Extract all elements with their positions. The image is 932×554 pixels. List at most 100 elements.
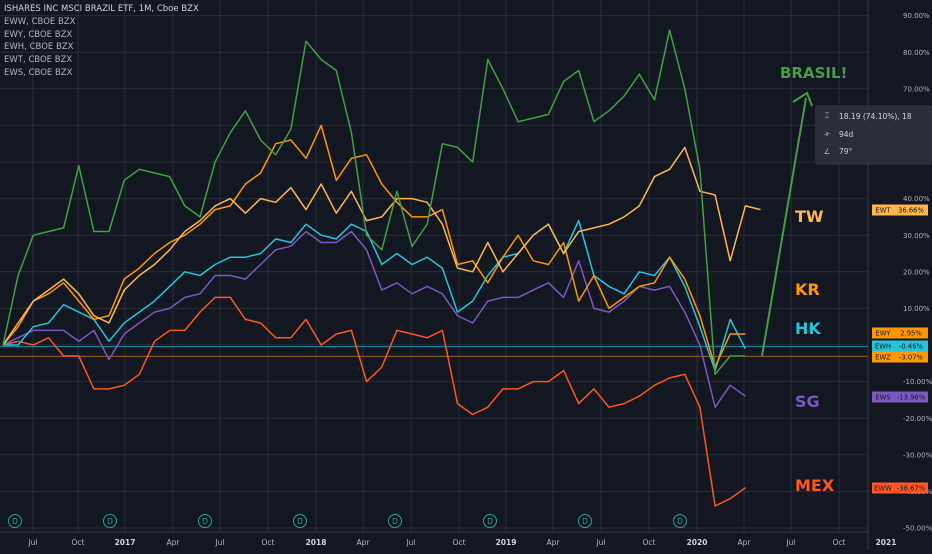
price-tag-value-bg: [894, 351, 928, 363]
x-tick-label: Apr: [547, 538, 561, 547]
y-tick-label: 30.00%: [903, 232, 930, 240]
y-tick-label: 20.00%: [903, 268, 930, 276]
dividend-marker-label: D: [392, 517, 398, 526]
bar-range-icon: ⟛: [823, 129, 831, 138]
price-tag-value-bg: [894, 482, 928, 494]
dividend-marker-label: D: [297, 517, 303, 526]
chart-legend: ISHARES INC MSCI BRAZIL ETF, 1M, Cboe BZ…: [4, 3, 199, 80]
price-tag-ews: EWS -13.96%: [872, 391, 928, 403]
y-tick-label: 40.00%: [903, 195, 930, 203]
x-tick-label: Oct: [643, 538, 656, 547]
annotation-brasil: BRASIL!: [780, 64, 847, 82]
price-tag-ticker-bg: [872, 340, 894, 352]
x-tick-label: Apr: [167, 538, 181, 547]
tooltip-angle-row: ∠ 79°: [823, 147, 853, 156]
series-eww[interactable]: [2, 296, 746, 507]
price-tag-value: -38.67%: [897, 485, 926, 493]
price-tag-ewz: EWZ -3.07%: [872, 351, 928, 363]
price-range-icon: ⌶: [824, 111, 830, 120]
y-tick-label: -10.00%: [903, 378, 932, 386]
dividend-marker-label: D: [487, 517, 493, 526]
x-tick-label: Apr: [738, 538, 752, 547]
tooltip-price: 18.19 (74.10%), 18: [839, 111, 912, 121]
x-tick-label: Oct: [262, 538, 275, 547]
price-tag-ticker-bg: [872, 482, 894, 494]
series-ews[interactable]: [2, 230, 746, 408]
x-tick-label: Oct: [453, 538, 466, 547]
measure-tooltip: ⌶ 18.19 (74.10%), 18 ⟛ 94d ∠ 79°: [815, 105, 932, 165]
y-tick-label: 80.00%: [903, 49, 930, 57]
price-tag-value: 36.66%: [898, 207, 924, 215]
price-tag-value-bg: [894, 204, 928, 216]
x-tick-label: Jul: [595, 538, 605, 547]
legend-ews[interactable]: EWT, CBOE BZX: [4, 55, 73, 66]
series-ewz[interactable]: [2, 29, 746, 376]
x-tick-label: Jul: [27, 538, 37, 547]
price-tag-ticker-bg: [872, 204, 894, 216]
price-tag-ewy: EWY 2.95%: [872, 327, 928, 339]
y-tick-label: 10.00%: [903, 305, 930, 313]
series-ewh[interactable]: [3, 219, 747, 372]
dividend-marker[interactable]: [103, 514, 117, 528]
dividend-marker[interactable]: [578, 514, 592, 528]
annotation-mex: MEX: [795, 476, 835, 495]
x-tick-label: 2021: [876, 538, 897, 547]
dividend-marker-label: D: [582, 517, 588, 526]
legend-ewh[interactable]: EWY, CBOE BZX: [4, 29, 73, 40]
dividend-marker[interactable]: [8, 514, 22, 528]
brasil-arrow-head: [792, 91, 813, 107]
dividend-marker[interactable]: [388, 514, 402, 528]
price-tag-ticker: EWS: [875, 394, 890, 402]
y-tick-label: -30.00%: [903, 451, 932, 459]
annotation-kr: KR: [795, 280, 820, 299]
x-tick-label: Jul: [785, 538, 795, 547]
legend-main-symbol[interactable]: ISHARES INC MSCI BRAZIL ETF, 1M, Cboe BZ…: [4, 4, 199, 14]
dividend-marker[interactable]: [293, 514, 307, 528]
price-tag-ticker: EWH: [875, 343, 891, 351]
x-tick-label: Oct: [833, 538, 846, 547]
legend-eww[interactable]: EWS, CBOE BZX: [4, 67, 73, 78]
x-tick-label: 2020: [687, 538, 708, 547]
price-tag-ticker: EWW: [874, 485, 892, 493]
x-tick-label: Oct: [72, 538, 85, 547]
x-tick-label: Jul: [214, 538, 224, 547]
dividend-marker-label: D: [107, 517, 113, 526]
x-tick-label: 2019: [496, 538, 517, 547]
tooltip-angle: 79°: [839, 147, 853, 156]
series-ewt[interactable]: [2, 146, 761, 346]
tooltip-bars-row: ⟛ 94d: [823, 129, 854, 139]
legend-ewt[interactable]: EWH, CBOE BZX: [4, 42, 74, 53]
x-tick-label: 2018: [306, 538, 327, 547]
x-tick-label: Apr: [357, 538, 371, 547]
y-tick-label: -50.00%: [903, 525, 932, 533]
annotation-hk: HK: [795, 319, 821, 338]
dividend-marker[interactable]: [673, 514, 687, 528]
price-tag-ticker: EWY: [875, 330, 891, 338]
dividend-marker[interactable]: [483, 514, 497, 528]
tooltip-price-row: ⌶ 18.19 (74.10%), 18: [823, 111, 912, 121]
dividend-marker-label: D: [202, 517, 208, 526]
price-tag-ticker-bg: [872, 391, 894, 403]
series-ewy[interactable]: [2, 124, 746, 368]
price-tag-value-bg: [894, 327, 928, 339]
dividend-marker-label: D: [12, 517, 18, 526]
y-tick-label: 90.00%: [903, 12, 930, 20]
price-tag-ticker-bg: [872, 351, 894, 363]
x-tick-label: Jul: [405, 538, 415, 547]
price-tag-ticker-bg: [872, 327, 894, 339]
y-tick-label: -20.00%: [903, 415, 932, 423]
dividend-marker[interactable]: [198, 514, 212, 528]
legend-ewy[interactable]: EWW, CBOE BZX: [4, 16, 76, 27]
price-tag-ewt: EWT 36.66%: [872, 204, 928, 216]
brasil-arrow-shaft: [761, 97, 807, 357]
x-tick-label: 2017: [115, 538, 136, 547]
annotation-tw: TW: [795, 207, 824, 226]
price-tag-value-bg: [894, 391, 928, 403]
price-tag-ewh: EWH -0.46%: [872, 340, 928, 352]
price-tag-value: -13.96%: [897, 394, 926, 402]
price-tag-value: -0.46%: [899, 343, 924, 351]
price-tag-value-bg: [894, 340, 928, 352]
price-tag-ticker: EWZ: [875, 354, 891, 362]
